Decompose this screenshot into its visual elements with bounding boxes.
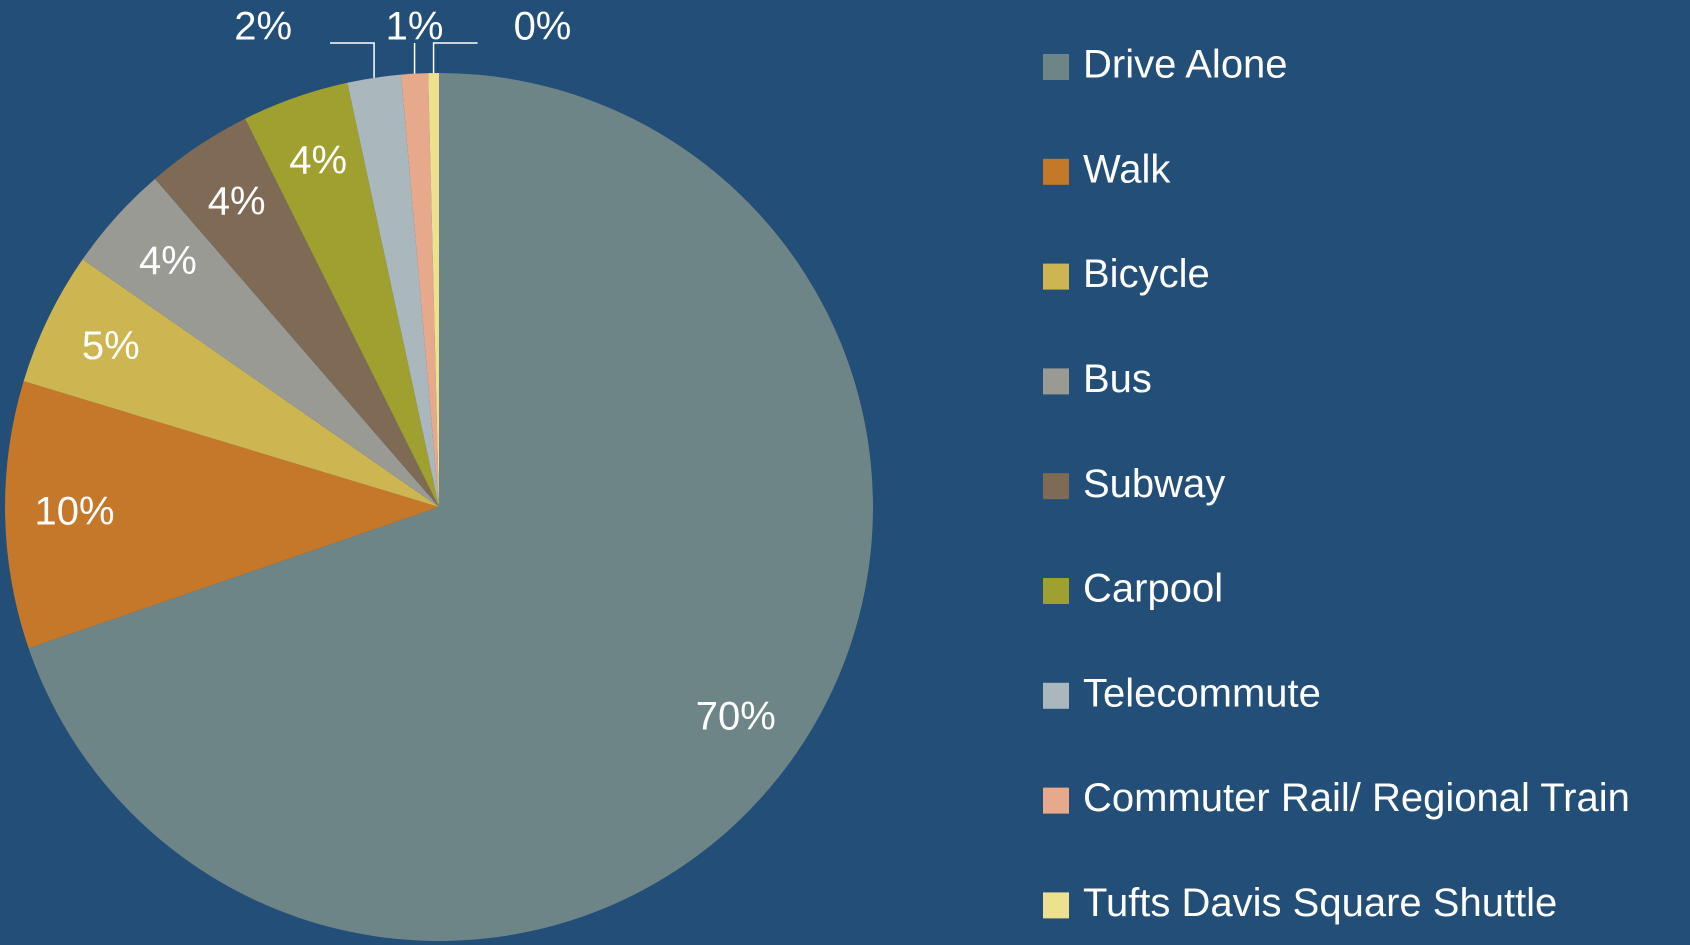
pie-slice [428, 73, 439, 507]
legend-swatch [1043, 368, 1069, 395]
legend-label: Bus [1083, 357, 1152, 401]
legend-swatch [1043, 158, 1069, 185]
legend-swatch [1043, 787, 1069, 814]
data-label: 5% [82, 324, 140, 368]
data-label: 70% [696, 694, 776, 738]
pie-slice [347, 74, 439, 508]
legend-label: Walk [1083, 147, 1171, 191]
data-label: 10% [34, 489, 114, 533]
legend-swatch [1043, 578, 1069, 604]
legend-label: Tufts Davis Square Shuttle [1083, 881, 1557, 925]
pie-slice [245, 82, 439, 507]
legend-swatch [1043, 473, 1069, 500]
pie-slice [401, 73, 439, 507]
pie-slice [23, 259, 440, 507]
data-label: 4% [289, 139, 347, 183]
legend-label: Commuter Rail/ Regional Train [1083, 776, 1630, 820]
legend-swatch [1043, 54, 1069, 80]
legend-label: Telecommute [1083, 671, 1321, 715]
data-label: 4% [139, 239, 197, 283]
pie-slice [28, 73, 873, 941]
data-label: 1% [386, 5, 444, 49]
legend-label: Bicycle [1083, 252, 1210, 296]
legend-swatch [1043, 682, 1069, 709]
data-label: 2% [234, 5, 292, 49]
leader-line [330, 42, 375, 78]
legend-swatch [1043, 263, 1069, 290]
legend-swatch [1043, 892, 1069, 919]
data-label: 0% [514, 5, 572, 49]
legend-label: Drive Alone [1083, 43, 1288, 87]
pie-slice [4, 381, 440, 649]
pie-slice [82, 178, 440, 507]
legend-label: Subway [1083, 462, 1225, 506]
legend-label: Carpool [1083, 567, 1223, 611]
pie-slice [154, 118, 439, 507]
data-label: 4% [208, 179, 266, 223]
leader-line [432, 42, 478, 74]
